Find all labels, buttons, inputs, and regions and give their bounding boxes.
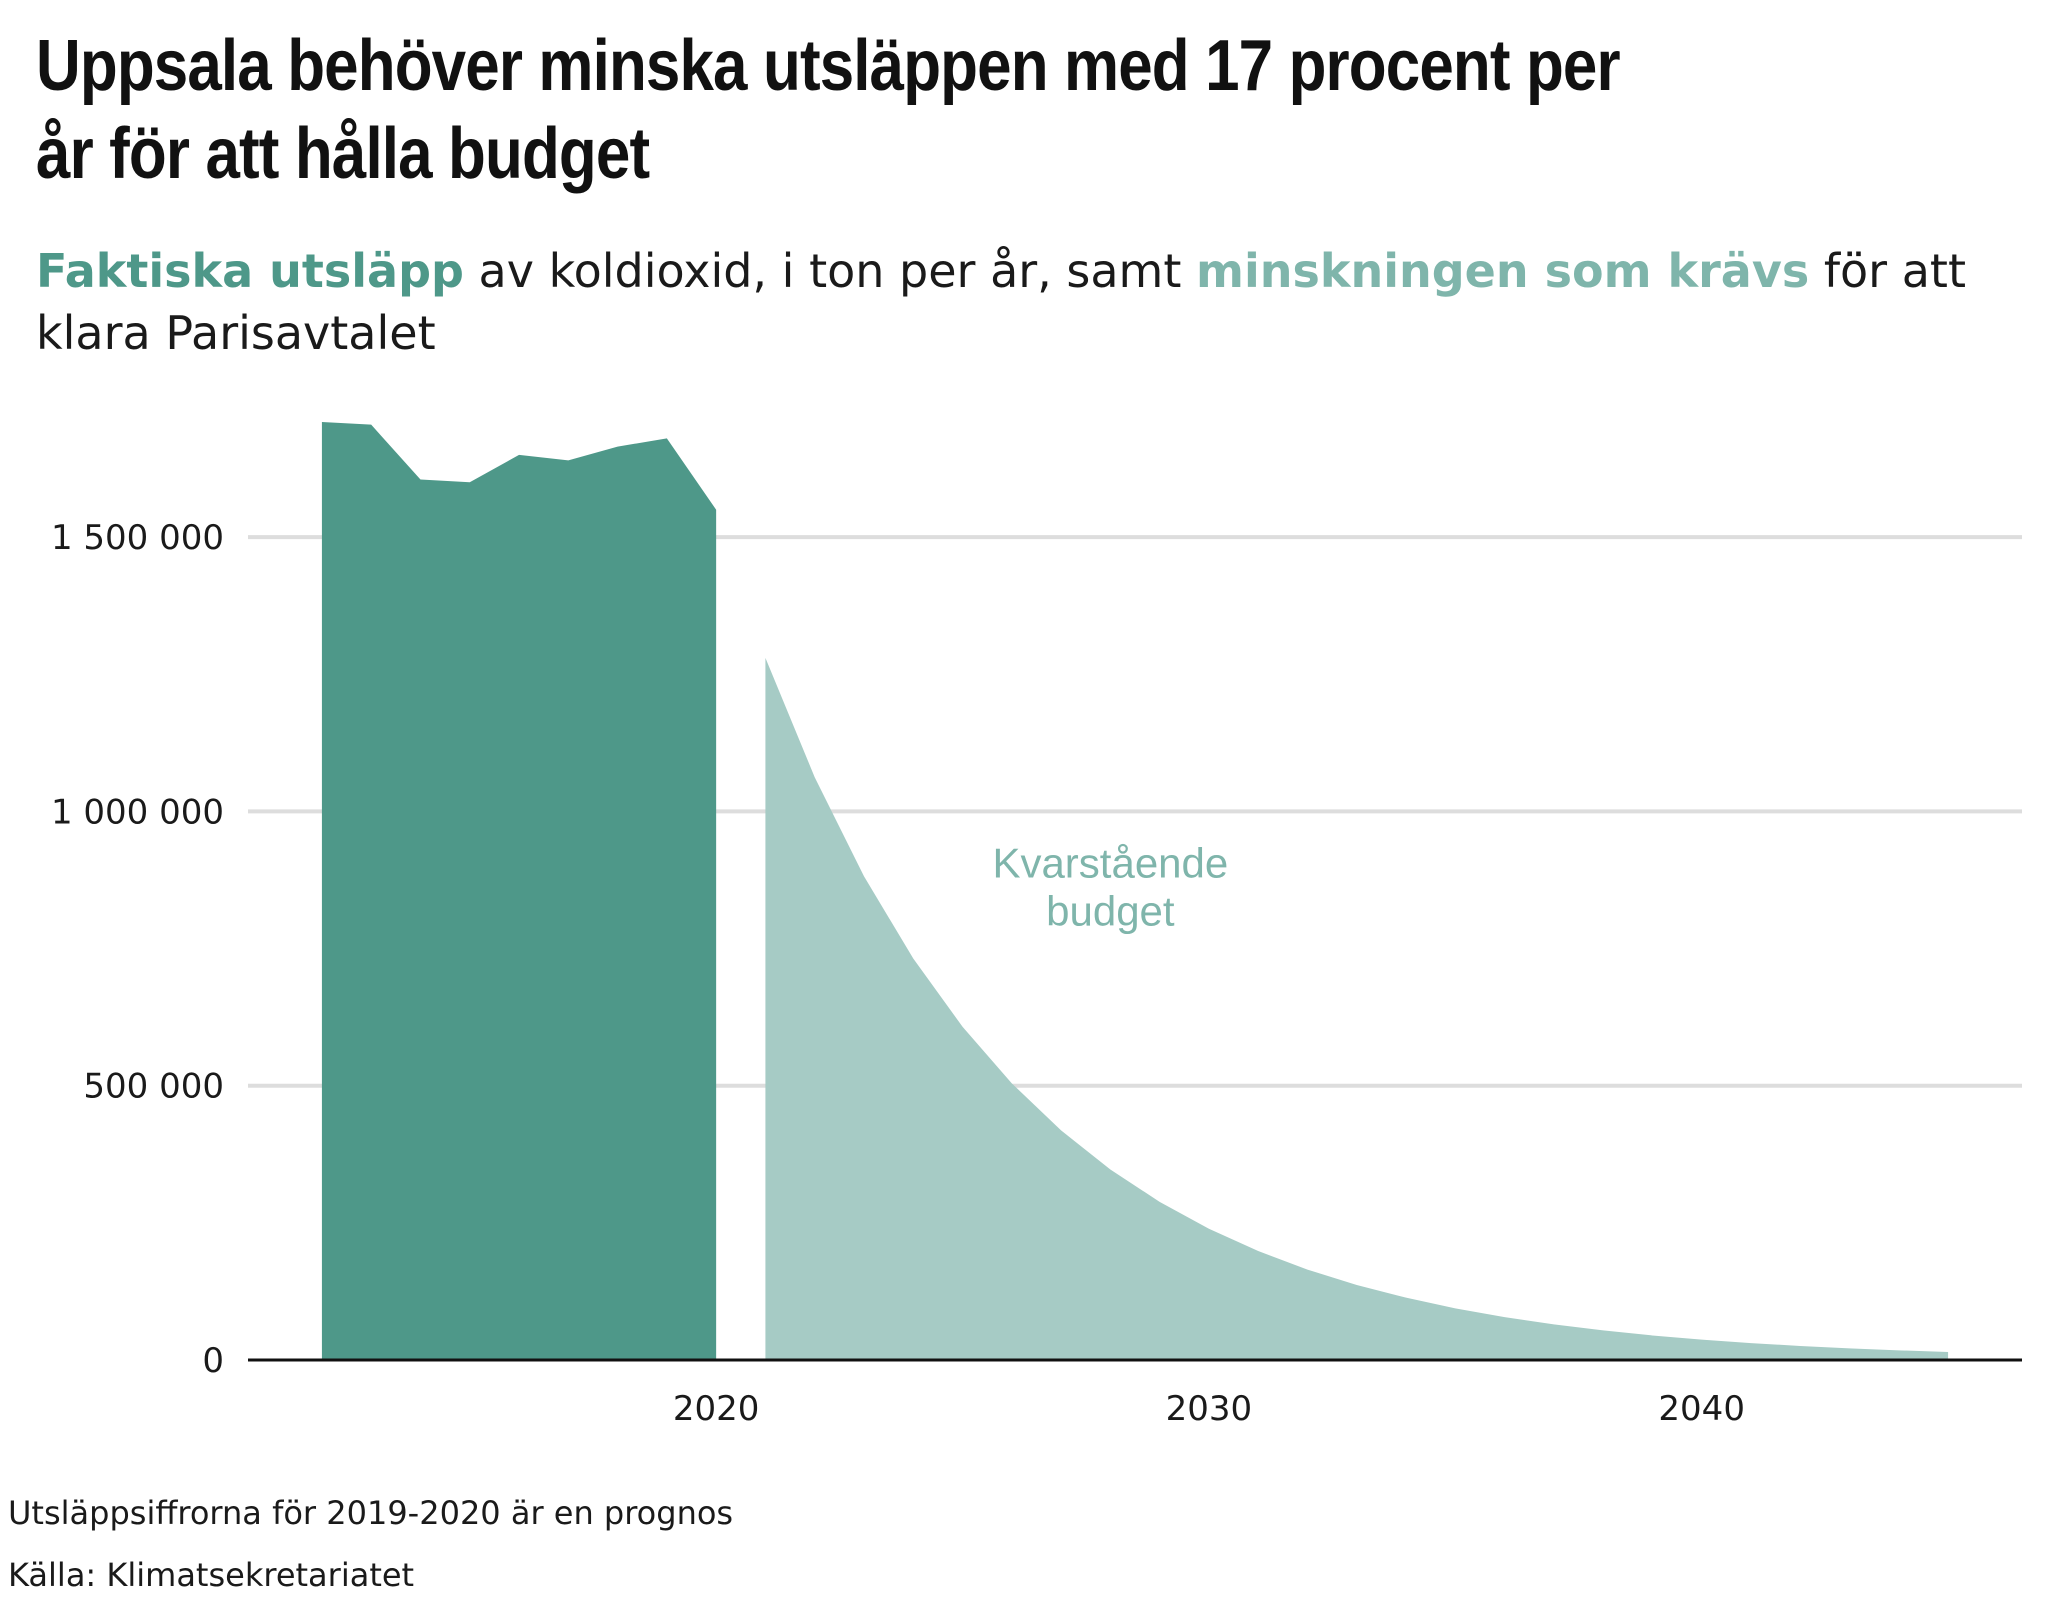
y-tick-label: 500 000 <box>83 1067 224 1107</box>
source-note: Källa: Klimatsekretariatet <box>8 1556 415 1594</box>
x-tick-label: 2020 <box>673 1389 760 1429</box>
actual-emissions-area <box>321 421 717 1360</box>
subtitle-text-2: för att klara Parisavtalet <box>36 244 1966 360</box>
series-areas <box>321 421 1949 1360</box>
chart-title: Uppsala behöver minska utsläppen med 17 … <box>36 26 1621 194</box>
emissions-chart: 0 500 000 1 000 000 1 500 000 2020 2030 2040 K… <box>51 421 2022 1429</box>
y-tick-label: 0 <box>202 1341 224 1381</box>
subtitle-text-1: av koldioxid, i ton per år, samt <box>463 244 1197 298</box>
subtitle-actual-emissions: Faktiska utsläpp <box>36 244 464 298</box>
annotation-line: budget <box>1046 887 1175 934</box>
annotation-line: Kvarstående <box>992 839 1228 886</box>
tick-labels: 0 500 000 1 000 000 1 500 000 2020 2030 2040 <box>51 518 1745 1429</box>
forecast-note: Utsläppsiffrorna för 2019-2020 är en pro… <box>8 1494 734 1532</box>
remaining-budget-area <box>765 657 1949 1360</box>
subtitle-required-reduction: minskningen som krävs <box>1196 244 1810 298</box>
x-tick-label: 2030 <box>1166 1389 1253 1429</box>
y-tick-label: 1 500 000 <box>51 518 224 558</box>
chart-subtitle: Faktiska utsläpp av koldioxid, i ton per… <box>36 240 1996 364</box>
y-tick-label: 1 000 000 <box>51 792 224 832</box>
x-tick-label: 2040 <box>1658 1389 1745 1429</box>
budget-annotation: Kvarstående budget <box>992 839 1228 934</box>
